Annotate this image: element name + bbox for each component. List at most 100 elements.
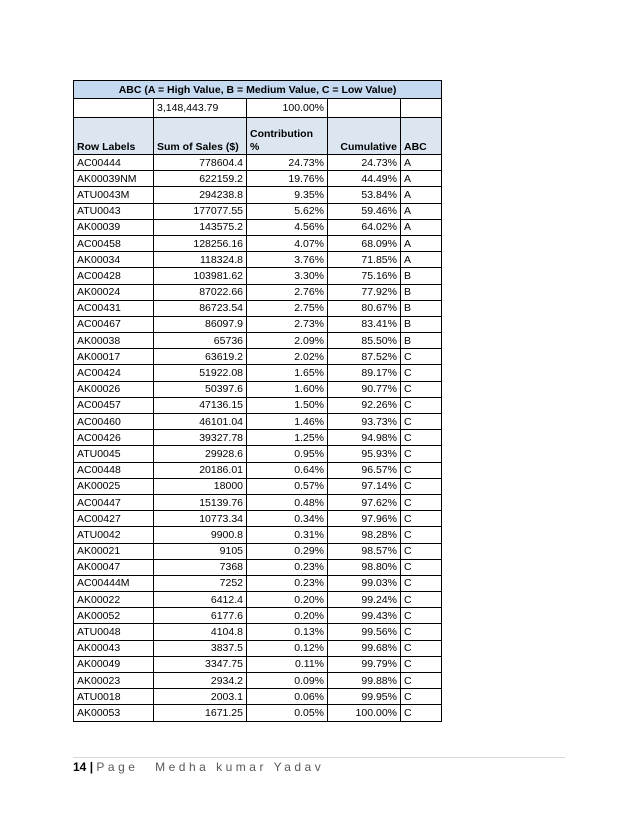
cumulative: 64.02% xyxy=(327,218,401,236)
cumulative: 85.50% xyxy=(327,332,401,350)
contribution: 0.29% xyxy=(246,542,328,560)
data-row: AC00467 86097.9 2.73% 83.41% B xyxy=(73,315,443,334)
column-header: Cumulative xyxy=(327,117,401,155)
row-label: AK00023 xyxy=(73,671,154,690)
row-label: ATU0042 xyxy=(73,526,154,544)
row-label: ATU0018 xyxy=(73,688,154,706)
abc-class: C xyxy=(399,477,443,495)
abc-class: C xyxy=(399,380,443,398)
contribution: 0.95% xyxy=(246,445,328,463)
contribution: 4.07% xyxy=(246,234,328,253)
row-label: AC00444M xyxy=(73,574,154,593)
contribution: 2.09% xyxy=(246,332,328,350)
sales: 7368 xyxy=(153,558,247,576)
contribution: 0.48% xyxy=(246,493,328,512)
sales: 143575.2 xyxy=(153,218,247,236)
cumulative: 97.14% xyxy=(327,477,401,495)
cumulative: 99.79% xyxy=(327,655,401,674)
data-row: AC00458 128256.16 4.07% 68.09% A xyxy=(73,234,443,253)
data-row: AK00038 65736 2.09% 85.50% B xyxy=(73,332,443,350)
data-row: AC00448 20186.01 0.64% 96.57% C xyxy=(73,461,443,479)
sales: 6412.4 xyxy=(153,591,247,609)
sales: 87022.66 xyxy=(153,283,247,301)
cumulative: 77.92% xyxy=(327,283,401,301)
sales: 2003.1 xyxy=(153,688,247,706)
abc-class: C xyxy=(399,429,443,447)
contribution: 9.35% xyxy=(246,186,328,204)
contribution: 1.65% xyxy=(246,364,328,382)
abc-class: A xyxy=(399,170,443,188)
sales: 9900.8 xyxy=(153,526,247,544)
totals-row: 3,148,443.79 100.00% xyxy=(73,98,443,118)
abc-class: A xyxy=(399,218,443,236)
cumulative: 99.03% xyxy=(327,574,401,593)
sales: 50397.6 xyxy=(153,380,247,398)
cell xyxy=(73,98,154,118)
cumulative: 94.98% xyxy=(327,429,401,447)
cumulative: 24.73% xyxy=(327,153,401,172)
sales: 51922.08 xyxy=(153,364,247,382)
data-row: AK00047 7368 0.23% 98.80% C xyxy=(73,558,443,576)
column-header: Contribution % xyxy=(246,117,328,155)
sales: 128256.16 xyxy=(153,234,247,253)
row-label: AK00034 xyxy=(73,251,154,269)
sales: 177077.55 xyxy=(153,202,247,220)
row-label: AC00428 xyxy=(73,267,154,285)
contribution: 0.57% xyxy=(246,477,328,495)
total-sales: 3,148,443.79 xyxy=(153,98,247,118)
sales: 7252 xyxy=(153,574,247,593)
data-row: AC00447 15139.76 0.48% 97.62% C xyxy=(73,493,443,512)
data-row: AC00428 103981.62 3.30% 75.16% B xyxy=(73,267,443,285)
page-number: 14 xyxy=(73,760,87,774)
sales: 4104.8 xyxy=(153,623,247,641)
abc-class: C xyxy=(399,591,443,609)
row-label: AC00424 xyxy=(73,364,154,382)
contribution: 0.23% xyxy=(246,558,328,576)
cumulative: 80.67% xyxy=(327,299,401,317)
data-row: AK00022 6412.4 0.20% 99.24% C xyxy=(73,591,443,609)
abc-table: ABC (A = High Value, B = Medium Value, C… xyxy=(72,80,443,722)
author: Medha kumar Yadav xyxy=(155,760,325,774)
contribution: 0.34% xyxy=(246,510,328,528)
row-label: AC00457 xyxy=(73,396,154,415)
cumulative: 59.46% xyxy=(327,202,401,220)
sales: 18000 xyxy=(153,477,247,495)
cumulative: 53.84% xyxy=(327,186,401,204)
cell xyxy=(327,98,401,118)
data-row: AC00460 46101.04 1.46% 93.73% C xyxy=(73,412,443,431)
cumulative: 99.43% xyxy=(327,607,401,625)
abc-class: B xyxy=(399,332,443,350)
cumulative: 98.80% xyxy=(327,558,401,576)
contribution: 2.73% xyxy=(246,315,328,334)
cumulative: 98.57% xyxy=(327,542,401,560)
contribution: 0.20% xyxy=(246,607,328,625)
abc-class: A xyxy=(399,202,443,220)
cumulative: 98.28% xyxy=(327,526,401,544)
contribution: 2.02% xyxy=(246,348,328,366)
data-row: AK00023 2934.2 0.09% 99.88% C xyxy=(73,671,443,690)
cumulative: 44.49% xyxy=(327,170,401,188)
row-label: AK00024 xyxy=(73,283,154,301)
data-row: AC00457 47136.15 1.50% 92.26% C xyxy=(73,396,443,415)
abc-class: C xyxy=(399,542,443,560)
table-body: ABC (A = High Value, B = Medium Value, C… xyxy=(72,80,443,722)
contribution: 24.73% xyxy=(246,153,328,172)
cumulative: 95.93% xyxy=(327,445,401,463)
data-row: AK00039NM 622159.2 19.76% 44.49% A xyxy=(73,170,443,188)
data-row: AK00024 87022.66 2.76% 77.92% B xyxy=(73,283,443,301)
abc-class: C xyxy=(399,445,443,463)
column-header: ABC xyxy=(399,117,443,155)
contribution: 0.64% xyxy=(246,461,328,479)
data-row: AK00039 143575.2 4.56% 64.02% A xyxy=(73,218,443,236)
abc-class: A xyxy=(399,251,443,269)
contribution: 0.06% xyxy=(246,688,328,706)
row-label: AC00427 xyxy=(73,510,154,528)
abc-class: C xyxy=(399,510,443,528)
sales: 46101.04 xyxy=(153,412,247,431)
row-label: ATU0045 xyxy=(73,445,154,463)
cumulative: 99.68% xyxy=(327,639,401,657)
abc-class: B xyxy=(399,299,443,317)
contribution: 5.62% xyxy=(246,202,328,220)
data-row: AC00426 39327.78 1.25% 94.98% C xyxy=(73,429,443,447)
table-title: ABC (A = High Value, B = Medium Value, C… xyxy=(72,80,443,99)
